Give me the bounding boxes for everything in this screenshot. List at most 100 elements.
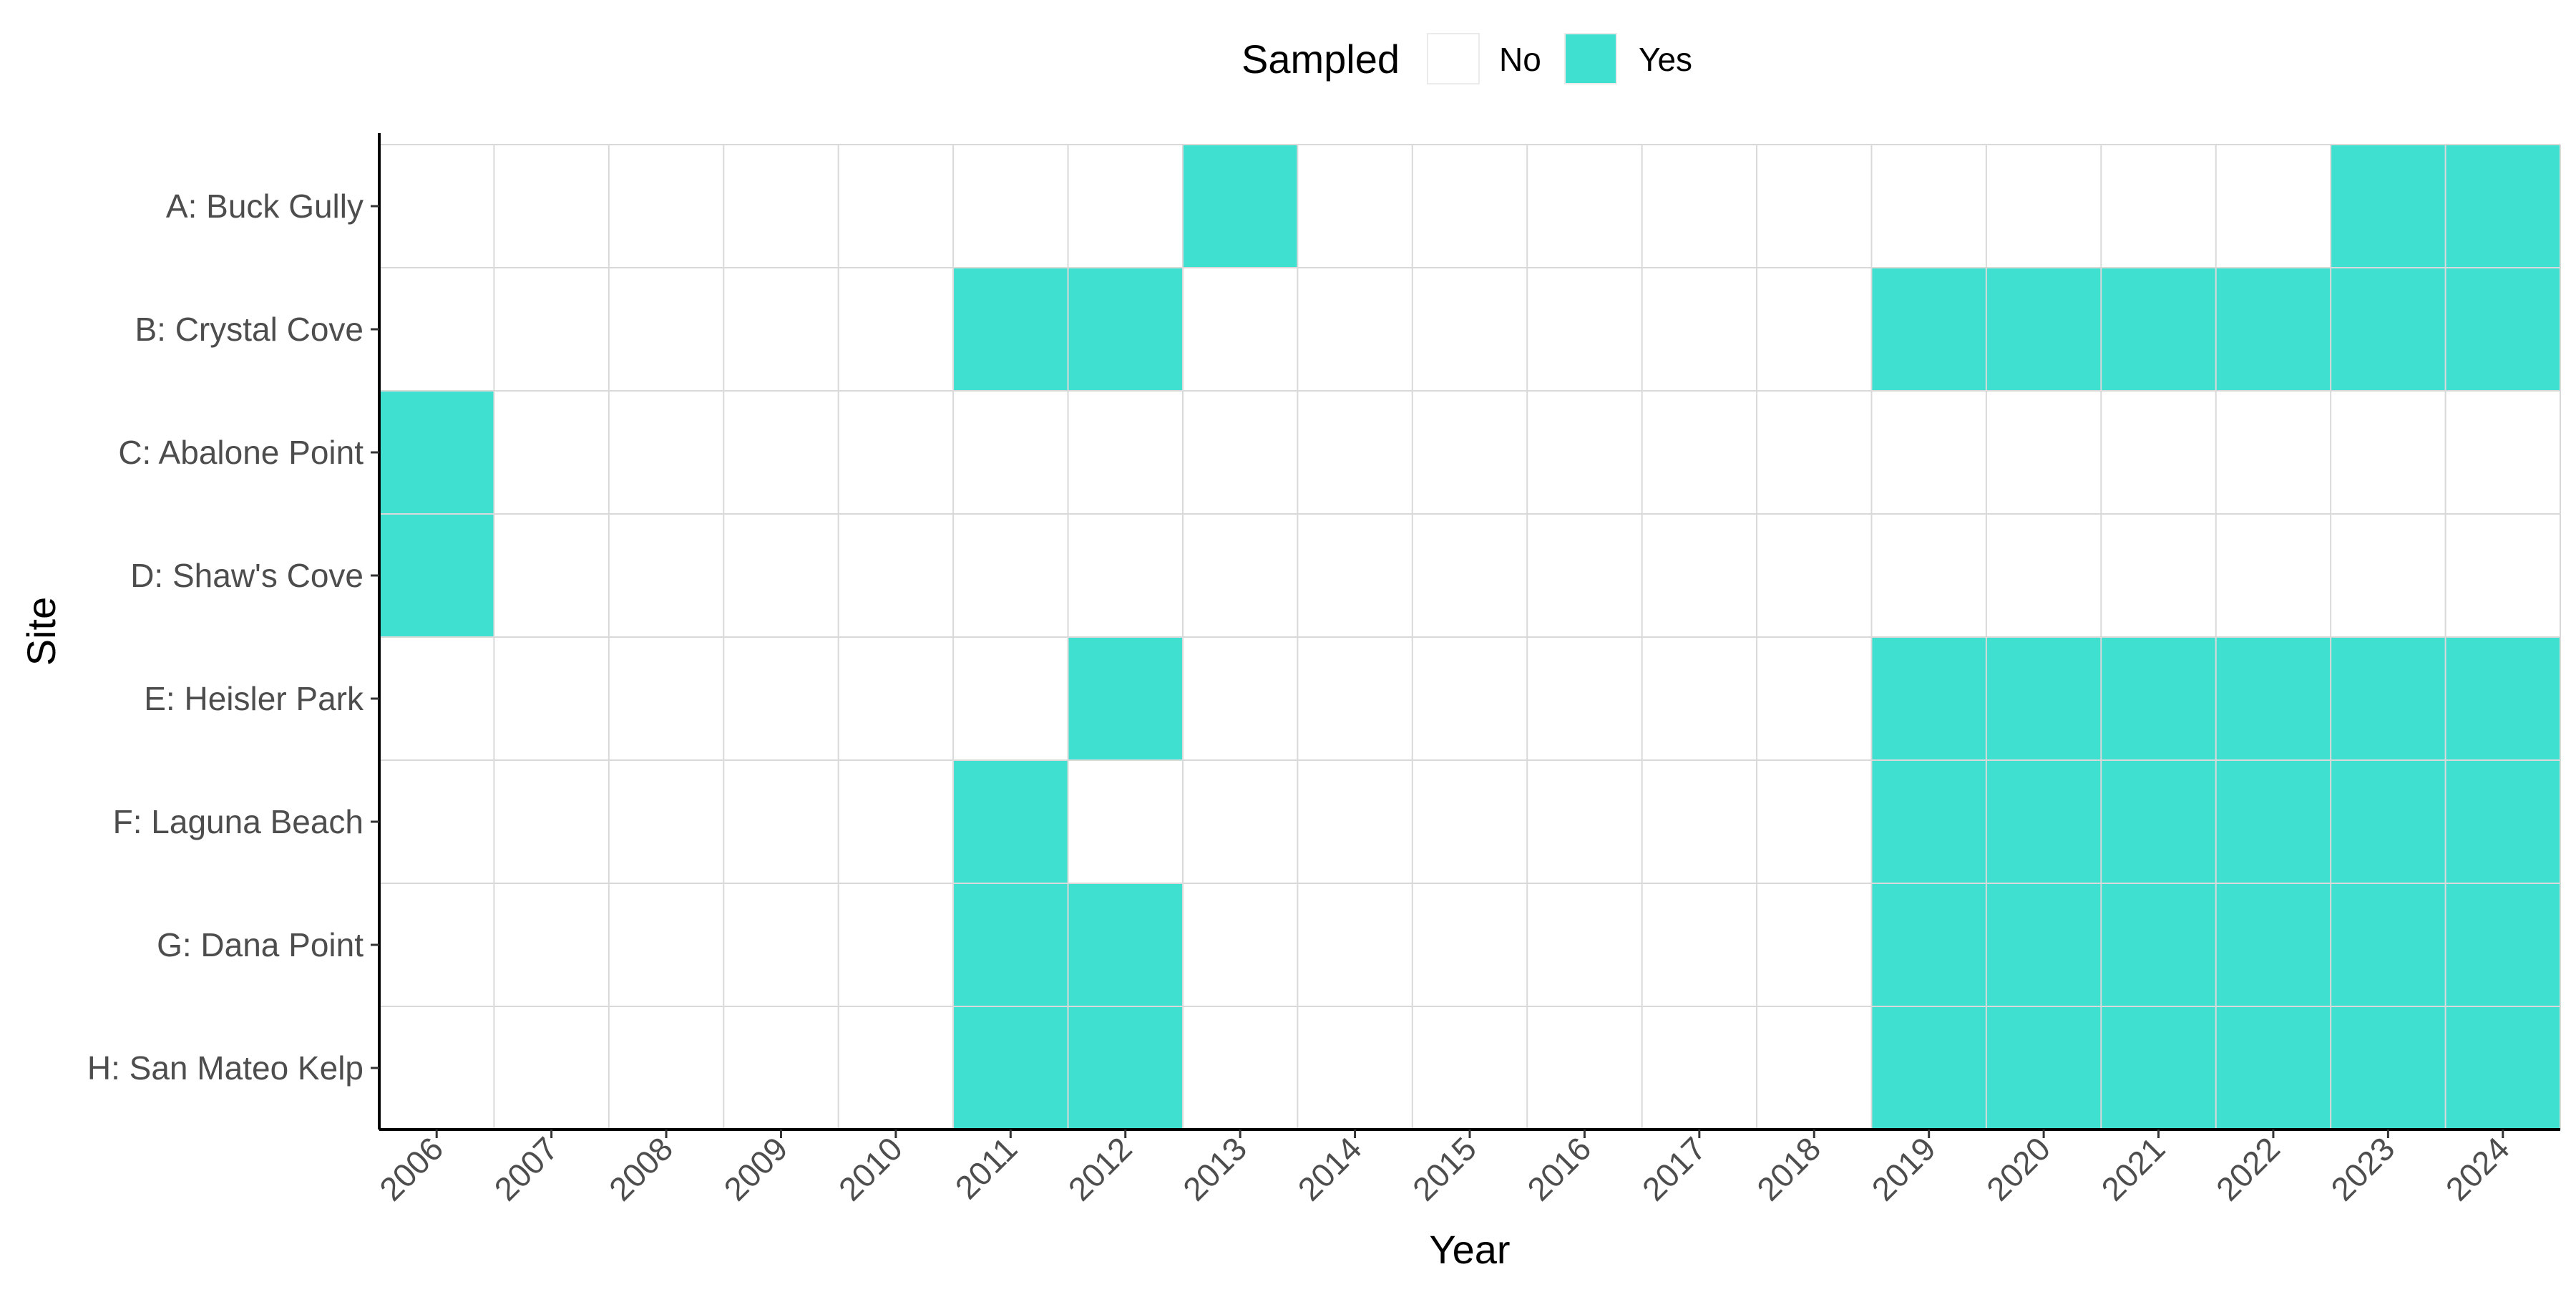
cell-no (1527, 637, 1643, 761)
cell-yes (2445, 760, 2561, 884)
cell-no (608, 637, 724, 761)
cell-no (1986, 391, 2102, 515)
cell-yes (2445, 1006, 2561, 1130)
x-tick-label: 2010 (831, 1130, 909, 1208)
cell-no (723, 1006, 839, 1130)
cell-yes (2331, 637, 2446, 761)
cell-no (838, 637, 954, 761)
cell-no (2331, 391, 2446, 515)
legend-label-yes: Yes (1639, 41, 1692, 78)
cell-no (1527, 268, 1643, 392)
cell-no (1297, 145, 1413, 268)
cell-no (2215, 145, 2331, 268)
cell-no (1757, 514, 1872, 638)
cell-yes (1986, 760, 2102, 884)
cell-no (723, 760, 839, 884)
cell-no (1182, 1006, 1298, 1130)
cell-no (608, 514, 724, 638)
cell-no (1068, 391, 1184, 515)
x-tick-label: 2011 (948, 1130, 1025, 1206)
cell-yes (1871, 883, 1987, 1007)
legend-label-no: No (1499, 41, 1541, 78)
cell-yes (2101, 1006, 2217, 1130)
cell-no (1757, 391, 1872, 515)
cell-no (1068, 514, 1184, 638)
cell-yes (2101, 883, 2217, 1007)
x-tick-label: 2023 (2323, 1130, 2401, 1208)
cell-no (2445, 514, 2561, 638)
cell-no (1297, 1006, 1413, 1130)
cell-yes (2101, 268, 2217, 392)
cell-yes (2331, 1006, 2446, 1130)
cell-no (838, 760, 954, 884)
cell-no (494, 145, 610, 268)
x-tick-label: 2020 (1979, 1130, 2057, 1208)
cell-yes (1871, 1006, 1987, 1130)
cell-yes (953, 760, 1069, 884)
y-tick-label: H: San Mateo Kelp (87, 1049, 364, 1087)
cell-no (1068, 760, 1184, 884)
cell-no (953, 145, 1069, 268)
cell-no (1641, 514, 1757, 638)
cell-no (1871, 145, 1987, 268)
cell-no (1757, 760, 1872, 884)
cell-no (1527, 514, 1643, 638)
x-tick-label: 2007 (487, 1130, 565, 1208)
cell-no (723, 145, 839, 268)
cell-yes (2101, 760, 2217, 884)
cell-no (723, 391, 839, 515)
cell-no (1641, 760, 1757, 884)
x-tick-label: 2017 (1635, 1130, 1713, 1208)
cell-no (1182, 268, 1298, 392)
cell-yes (1182, 145, 1298, 268)
x-tick-label: 2009 (716, 1130, 794, 1208)
cell-yes (1068, 1006, 1184, 1130)
cell-yes (953, 268, 1069, 392)
y-tick-label: E: Heisler Park (144, 680, 364, 717)
cell-no (608, 760, 724, 884)
cell-yes (2215, 268, 2331, 392)
cell-no (1871, 514, 1987, 638)
cell-yes (2215, 637, 2331, 761)
legend-key-no (1427, 33, 1480, 84)
cell-no (1757, 1006, 1872, 1130)
cell-no (608, 883, 724, 1007)
cell-no (1182, 760, 1298, 884)
y-tick-label: C: Abalone Point (118, 434, 364, 471)
cell-no (1527, 883, 1643, 1007)
cell-no (379, 268, 494, 392)
cell-no (1182, 883, 1298, 1007)
cell-no (1412, 514, 1528, 638)
cell-no (1527, 145, 1643, 268)
cell-no (1182, 514, 1298, 638)
cell-no (1641, 268, 1757, 392)
cell-no (1757, 883, 1872, 1007)
x-tick-label: 2021 (2094, 1130, 2172, 1208)
cell-no (1297, 268, 1413, 392)
cell-yes (2445, 268, 2561, 392)
x-tick-label: 2008 (602, 1130, 680, 1208)
y-tick-label: G: Dana Point (157, 926, 364, 963)
cell-no (723, 637, 839, 761)
cell-yes (1871, 268, 1987, 392)
cell-no (1641, 637, 1757, 761)
x-tick-label: 2012 (1061, 1130, 1139, 1208)
cell-no (494, 514, 610, 638)
cell-no (953, 391, 1069, 515)
cell-no (838, 1006, 954, 1130)
cell-no (494, 1006, 610, 1130)
cell-no (1182, 637, 1298, 761)
cell-no (494, 268, 610, 392)
x-tick-label: 2022 (2209, 1130, 2287, 1208)
cell-no (1527, 391, 1643, 515)
heatmap-cells (379, 145, 2561, 1130)
cell-yes (2331, 145, 2446, 268)
cell-no (838, 145, 954, 268)
cell-no (1527, 1006, 1643, 1130)
x-tick-label: 2024 (2439, 1130, 2517, 1208)
cell-no (379, 883, 494, 1007)
cell-no (2101, 145, 2217, 268)
cell-yes (2331, 760, 2446, 884)
x-tick-label: 2014 (1291, 1130, 1369, 1208)
cell-no (2331, 514, 2446, 638)
